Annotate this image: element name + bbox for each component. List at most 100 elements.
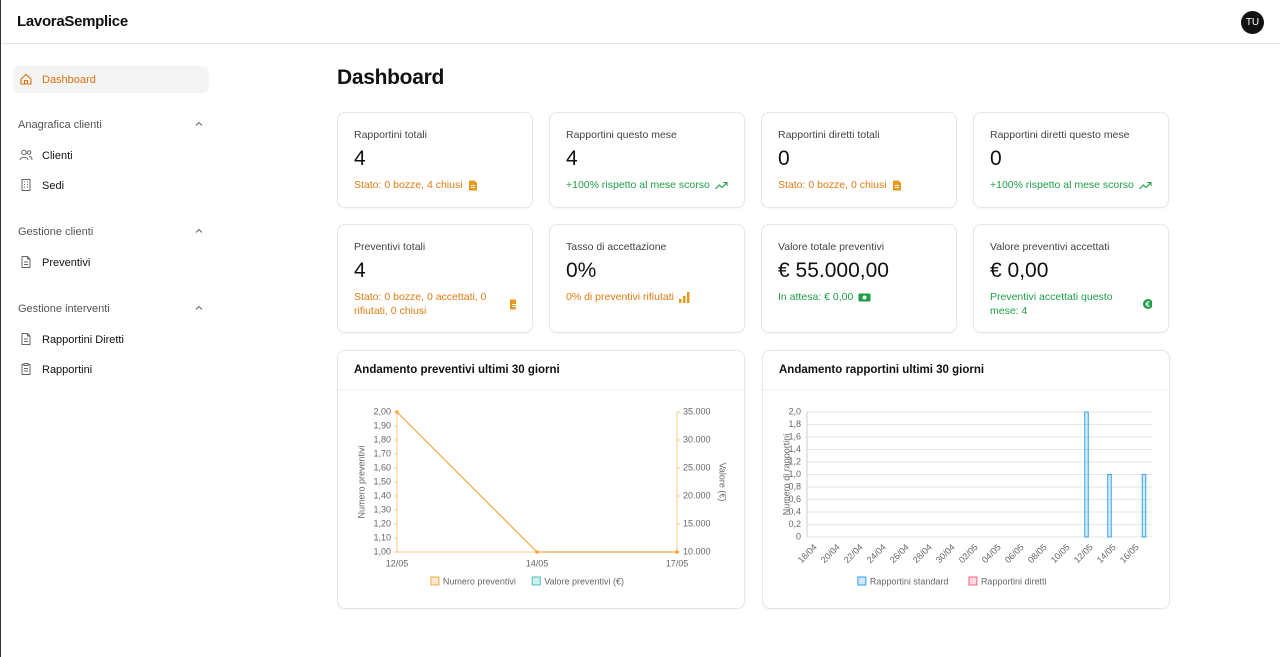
chevron: [195, 305, 203, 310]
note-icon: [714, 181, 728, 189]
note-text: Preventivi accettati questo mese: 4: [990, 291, 1113, 317]
bar: [1084, 411, 1089, 538]
note-icon: [468, 180, 477, 190]
section-label: Gestione interventi: [18, 303, 110, 315]
section-label: Anagrafica clienti: [18, 119, 102, 131]
chart-title: Andamento preventivi ultimi 30 giorni: [354, 364, 560, 376]
legend-swatch: [968, 576, 978, 586]
x-tick-label: 12/05: [1072, 542, 1095, 565]
avatar[interactable]: TU: [1241, 11, 1264, 34]
note-text: Stato: 0 bozze, 0 chiusi: [778, 179, 887, 191]
nav-item[interactable]: Preventivi: [13, 249, 209, 276]
chevron: [195, 121, 203, 126]
card-label: Valore preventivi accettati: [990, 241, 1110, 253]
note-text: Stato: 0 bozze, 4 chiusi: [354, 179, 463, 191]
stat-card: Preventivi totali 4 Stato: 0 bozze, 0 acce…: [337, 224, 533, 333]
x-tick-label: 20/04: [819, 542, 842, 565]
icon: [20, 73, 32, 85]
icon: [21, 333, 31, 345]
x-tick-label: 14/05: [526, 558, 549, 568]
x-tick-label: 18/04: [796, 542, 819, 565]
x-tick-label: 26/04: [888, 542, 911, 565]
y-axis-label: Numero di rapportini: [781, 434, 791, 516]
section-title[interactable]: Anagrafica clienti: [18, 119, 204, 131]
y-tick-label: 0: [796, 531, 801, 541]
nav-item[interactable]: Rapportini: [13, 356, 209, 383]
y-axis-label: Numero preventivi: [356, 445, 366, 518]
y-tick-label: 2,00: [373, 406, 391, 416]
y-tick-label: 1,6: [788, 431, 801, 441]
bar: [1107, 474, 1112, 538]
icon: [21, 256, 31, 268]
section-title[interactable]: Gestione clienti: [18, 226, 204, 238]
y-tick-label: 0,4: [788, 506, 801, 516]
x-tick-label: 10/05: [1049, 542, 1072, 565]
card-value: 4: [354, 259, 366, 282]
card-label: Tasso di accettazione: [566, 241, 667, 253]
stat-card: Rapportini diretti questo mese 0 +100% ris…: [973, 112, 1169, 208]
y-tick-label: 0,8: [788, 481, 801, 491]
stat-card: Rapportini diretti totali 0 Stato: 0 bozze…: [761, 112, 957, 208]
card-value: € 55.000,00: [778, 259, 889, 282]
card-value: 0: [990, 147, 1002, 170]
y2-tick-label: 15.000: [683, 518, 711, 528]
y-tick-label: 1,4: [788, 444, 801, 454]
y-tick-label: 1,30: [373, 504, 391, 514]
y-tick-label: 1,70: [373, 448, 391, 458]
note-icon: [509, 299, 516, 309]
nav-item[interactable]: Rapportini Diretti: [13, 326, 209, 353]
stat-card: Rapportini totali 4 Stato: 0 bozze, 4 chiu…: [337, 112, 533, 208]
stat-card: Valore totale preventivi € 55.000,00 In at…: [761, 224, 957, 333]
section-title[interactable]: Gestione interventi: [18, 303, 204, 315]
brand[interactable]: LavoraSemplice: [17, 13, 128, 30]
nav-item[interactable]: Sedi: [13, 172, 209, 199]
card-note: 0% di preventivi rifiutati: [566, 290, 728, 304]
x-tick-label: 08/05: [1026, 542, 1049, 565]
note-text: Stato: 0 bozze, 0 accettati, 0 rifiutati…: [354, 291, 487, 317]
stat-cards: Rapportini totali 4 Stato: 0 bozze, 4 chiu…: [337, 112, 1169, 333]
x-tick-label: 22/04: [842, 542, 865, 565]
card-note: Preventivi accettati questo mese: 4: [990, 290, 1152, 318]
y-tick-label: 0,6: [788, 494, 801, 504]
legend-label: Valore preventivi (€): [544, 576, 624, 586]
x-tick-label: 28/04: [911, 542, 934, 565]
y-tick-label: 1,0: [788, 469, 801, 479]
y-tick-label: 2,0: [788, 406, 801, 416]
card-note: In attesa: € 0,00: [778, 290, 940, 304]
icon: [19, 149, 33, 161]
x-tick-label: 04/05: [980, 542, 1003, 565]
chart-card: Andamento preventivi ultimi 30 giorni 1,0…: [337, 350, 746, 609]
y2-tick-label: 20.000: [683, 490, 711, 500]
series-line: [396, 411, 677, 553]
note-text: 0% di preventivi rifiutati: [566, 291, 674, 303]
y-tick-label: 1,80: [373, 434, 391, 444]
x-tick-label: 06/05: [1003, 542, 1026, 565]
card-label: Rapportini diretti questo mese: [990, 129, 1130, 141]
card-label: Rapportini questo mese: [566, 129, 677, 141]
card-value: € 0,00: [990, 259, 1049, 282]
nav-item[interactable]: Clienti: [13, 142, 209, 169]
y-tick-label: 1,20: [373, 518, 391, 528]
chart: Andamento preventivi ultimi 30 giorni 1,0…: [338, 364, 746, 586]
y-tick-label: 1,60: [373, 462, 391, 472]
chart-card: Andamento rapportini ultimi 30 giorni 0 0,…: [762, 350, 1170, 609]
card-note: Stato: 0 bozze, 0 accettati, 0 rifiutati…: [354, 290, 516, 318]
x-tick-label: 02/05: [957, 542, 980, 565]
legend-swatch: [531, 576, 541, 586]
y-tick-label: 1,00: [373, 546, 391, 556]
x-tick-label: 16/05: [1118, 542, 1141, 565]
legend-swatch: [857, 576, 867, 586]
card-value: 4: [566, 147, 578, 170]
note-icon: [892, 180, 901, 190]
x-tick-label: 24/04: [865, 542, 888, 565]
legend-label: Rapportini diretti: [981, 576, 1047, 586]
y-tick-label: 1,90: [373, 420, 391, 430]
icon: [21, 179, 31, 191]
note-text: +100% rispetto al mese scorso: [566, 179, 710, 191]
x-tick-label: 30/04: [934, 542, 957, 565]
point: [395, 410, 399, 414]
y-tick-label: 1,10: [373, 532, 391, 542]
nav-item[interactable]: Dashboard: [13, 66, 209, 93]
card-label: Preventivi totali: [354, 241, 426, 253]
stat-card: Tasso di accettazione 0% 0% di preventivi …: [549, 224, 745, 333]
